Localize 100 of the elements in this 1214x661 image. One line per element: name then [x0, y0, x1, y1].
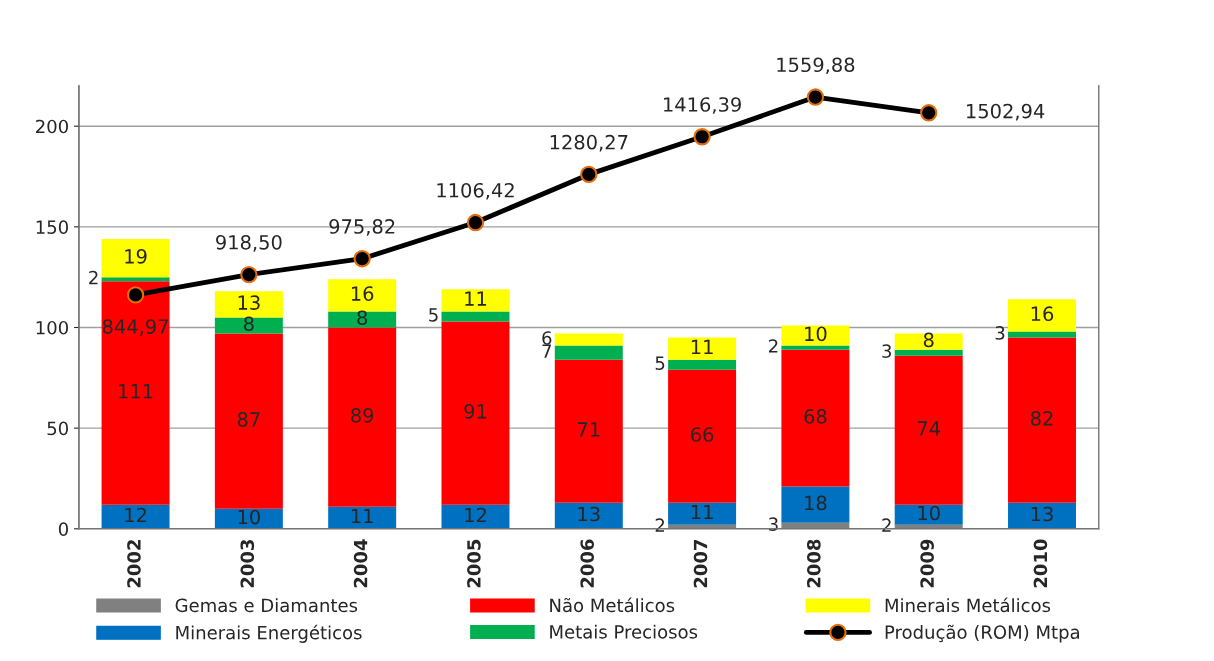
data-label: 6: [542, 331, 552, 345]
data-label: 16: [1031, 306, 1054, 322]
bar: [441, 289, 510, 312]
data-label: 12: [465, 507, 486, 523]
bar: [554, 502, 623, 529]
data-label: 13: [578, 506, 600, 522]
bar: [554, 333, 623, 346]
data-label: 3: [882, 344, 891, 358]
point: [353, 250, 371, 268]
bar: [214, 317, 283, 334]
x-tick-label: 2006: [580, 539, 595, 588]
bar: [894, 504, 963, 525]
x-tick-label: 2009: [920, 539, 934, 588]
point: [580, 165, 598, 184]
bar: [894, 349, 963, 356]
bar: [668, 502, 737, 525]
data-label: 7: [542, 344, 551, 358]
data-label: 2: [768, 339, 778, 353]
point: [693, 128, 711, 146]
legend-label: Produção (ROM) Mtpa: [885, 624, 1079, 643]
data-label: 68: [804, 409, 827, 424]
data-label: 13: [238, 295, 260, 310]
point: [806, 88, 825, 106]
x-tick-label: 2005: [467, 539, 481, 588]
data-label: 82: [1030, 411, 1053, 426]
bar: [214, 291, 283, 318]
x-tick-label: 2003: [240, 539, 255, 588]
legend-label: Minerais Energéticos: [176, 624, 362, 643]
data-label: 16: [351, 286, 374, 301]
y-tick-label: 50: [47, 421, 68, 436]
x-tick-label: 2010: [1033, 539, 1048, 588]
data-label: 18: [805, 495, 827, 511]
data-label: 12: [125, 507, 146, 523]
legend-label: Não Metálicos: [550, 597, 675, 613]
data-label: 5: [429, 308, 438, 322]
data-label: 74: [917, 421, 940, 436]
data-label: 3: [995, 326, 1005, 340]
data-label: 5: [655, 356, 665, 370]
data-label: 1416,39: [664, 97, 741, 114]
y-tick-label: 200: [36, 119, 68, 134]
bar: [1008, 299, 1077, 332]
bar: [781, 325, 850, 346]
point: [920, 104, 938, 122]
data-label: 918,50: [216, 234, 282, 252]
data-label: 1106,42: [437, 182, 514, 200]
x-tick-label: 2004: [353, 539, 368, 588]
data-label: 3: [769, 517, 778, 532]
point: [240, 265, 258, 284]
x-tick-label: 2007: [693, 539, 708, 588]
bar: [894, 333, 963, 350]
data-label: 8: [244, 316, 254, 332]
bar: [101, 281, 170, 505]
bar: [668, 369, 737, 503]
point: [466, 213, 485, 232]
bar: [101, 277, 170, 282]
bar: [1008, 331, 1077, 338]
data-label: 10: [918, 505, 940, 521]
bar: [441, 321, 510, 505]
data-label: 11: [465, 291, 487, 306]
data-label: 11: [691, 504, 713, 520]
y-tick-label: 150: [36, 220, 68, 234]
data-label: 8: [923, 332, 934, 348]
bar: [668, 337, 737, 360]
bar: [101, 238, 170, 278]
bar: [328, 311, 397, 328]
bar: [441, 311, 510, 322]
y-tick-label: 0: [58, 522, 68, 536]
data-label: 844,97: [102, 319, 168, 336]
data-label: 8: [357, 310, 368, 326]
legend-label: Metais Preciosos: [550, 624, 698, 639]
data-label: 11: [351, 508, 373, 524]
data-label: 11: [691, 339, 713, 354]
data-label: 2: [89, 270, 98, 285]
bar: [781, 486, 850, 523]
data-label: 111: [119, 384, 153, 399]
data-label: 87: [237, 412, 260, 427]
point: [126, 286, 145, 304]
bar: [328, 279, 397, 312]
bar: [1008, 502, 1077, 529]
data-label: 975,82: [329, 219, 395, 236]
data-label: 10: [238, 509, 260, 525]
bar: [328, 327, 397, 507]
data-label: 89: [351, 408, 374, 423]
bar: [781, 349, 850, 487]
bar: [554, 345, 623, 360]
bar: [781, 345, 850, 350]
data-label: 10: [805, 326, 827, 342]
data-label: 1502,94: [967, 103, 1045, 121]
legend-label: Minerais Metálicos: [885, 597, 1051, 613]
data-label: 1559,88: [777, 57, 855, 75]
data-label: 13: [1031, 506, 1053, 522]
bar: [668, 359, 737, 370]
bar: [214, 333, 283, 509]
data-label: 1280,27: [550, 134, 628, 152]
bar: [894, 355, 963, 505]
bar: [554, 359, 623, 503]
y-tick-label: 100: [36, 320, 68, 335]
x-tick-label: 2008: [806, 539, 821, 588]
legend-label: Gemas e Diamantes: [175, 598, 358, 613]
data-label: 66: [691, 427, 714, 442]
